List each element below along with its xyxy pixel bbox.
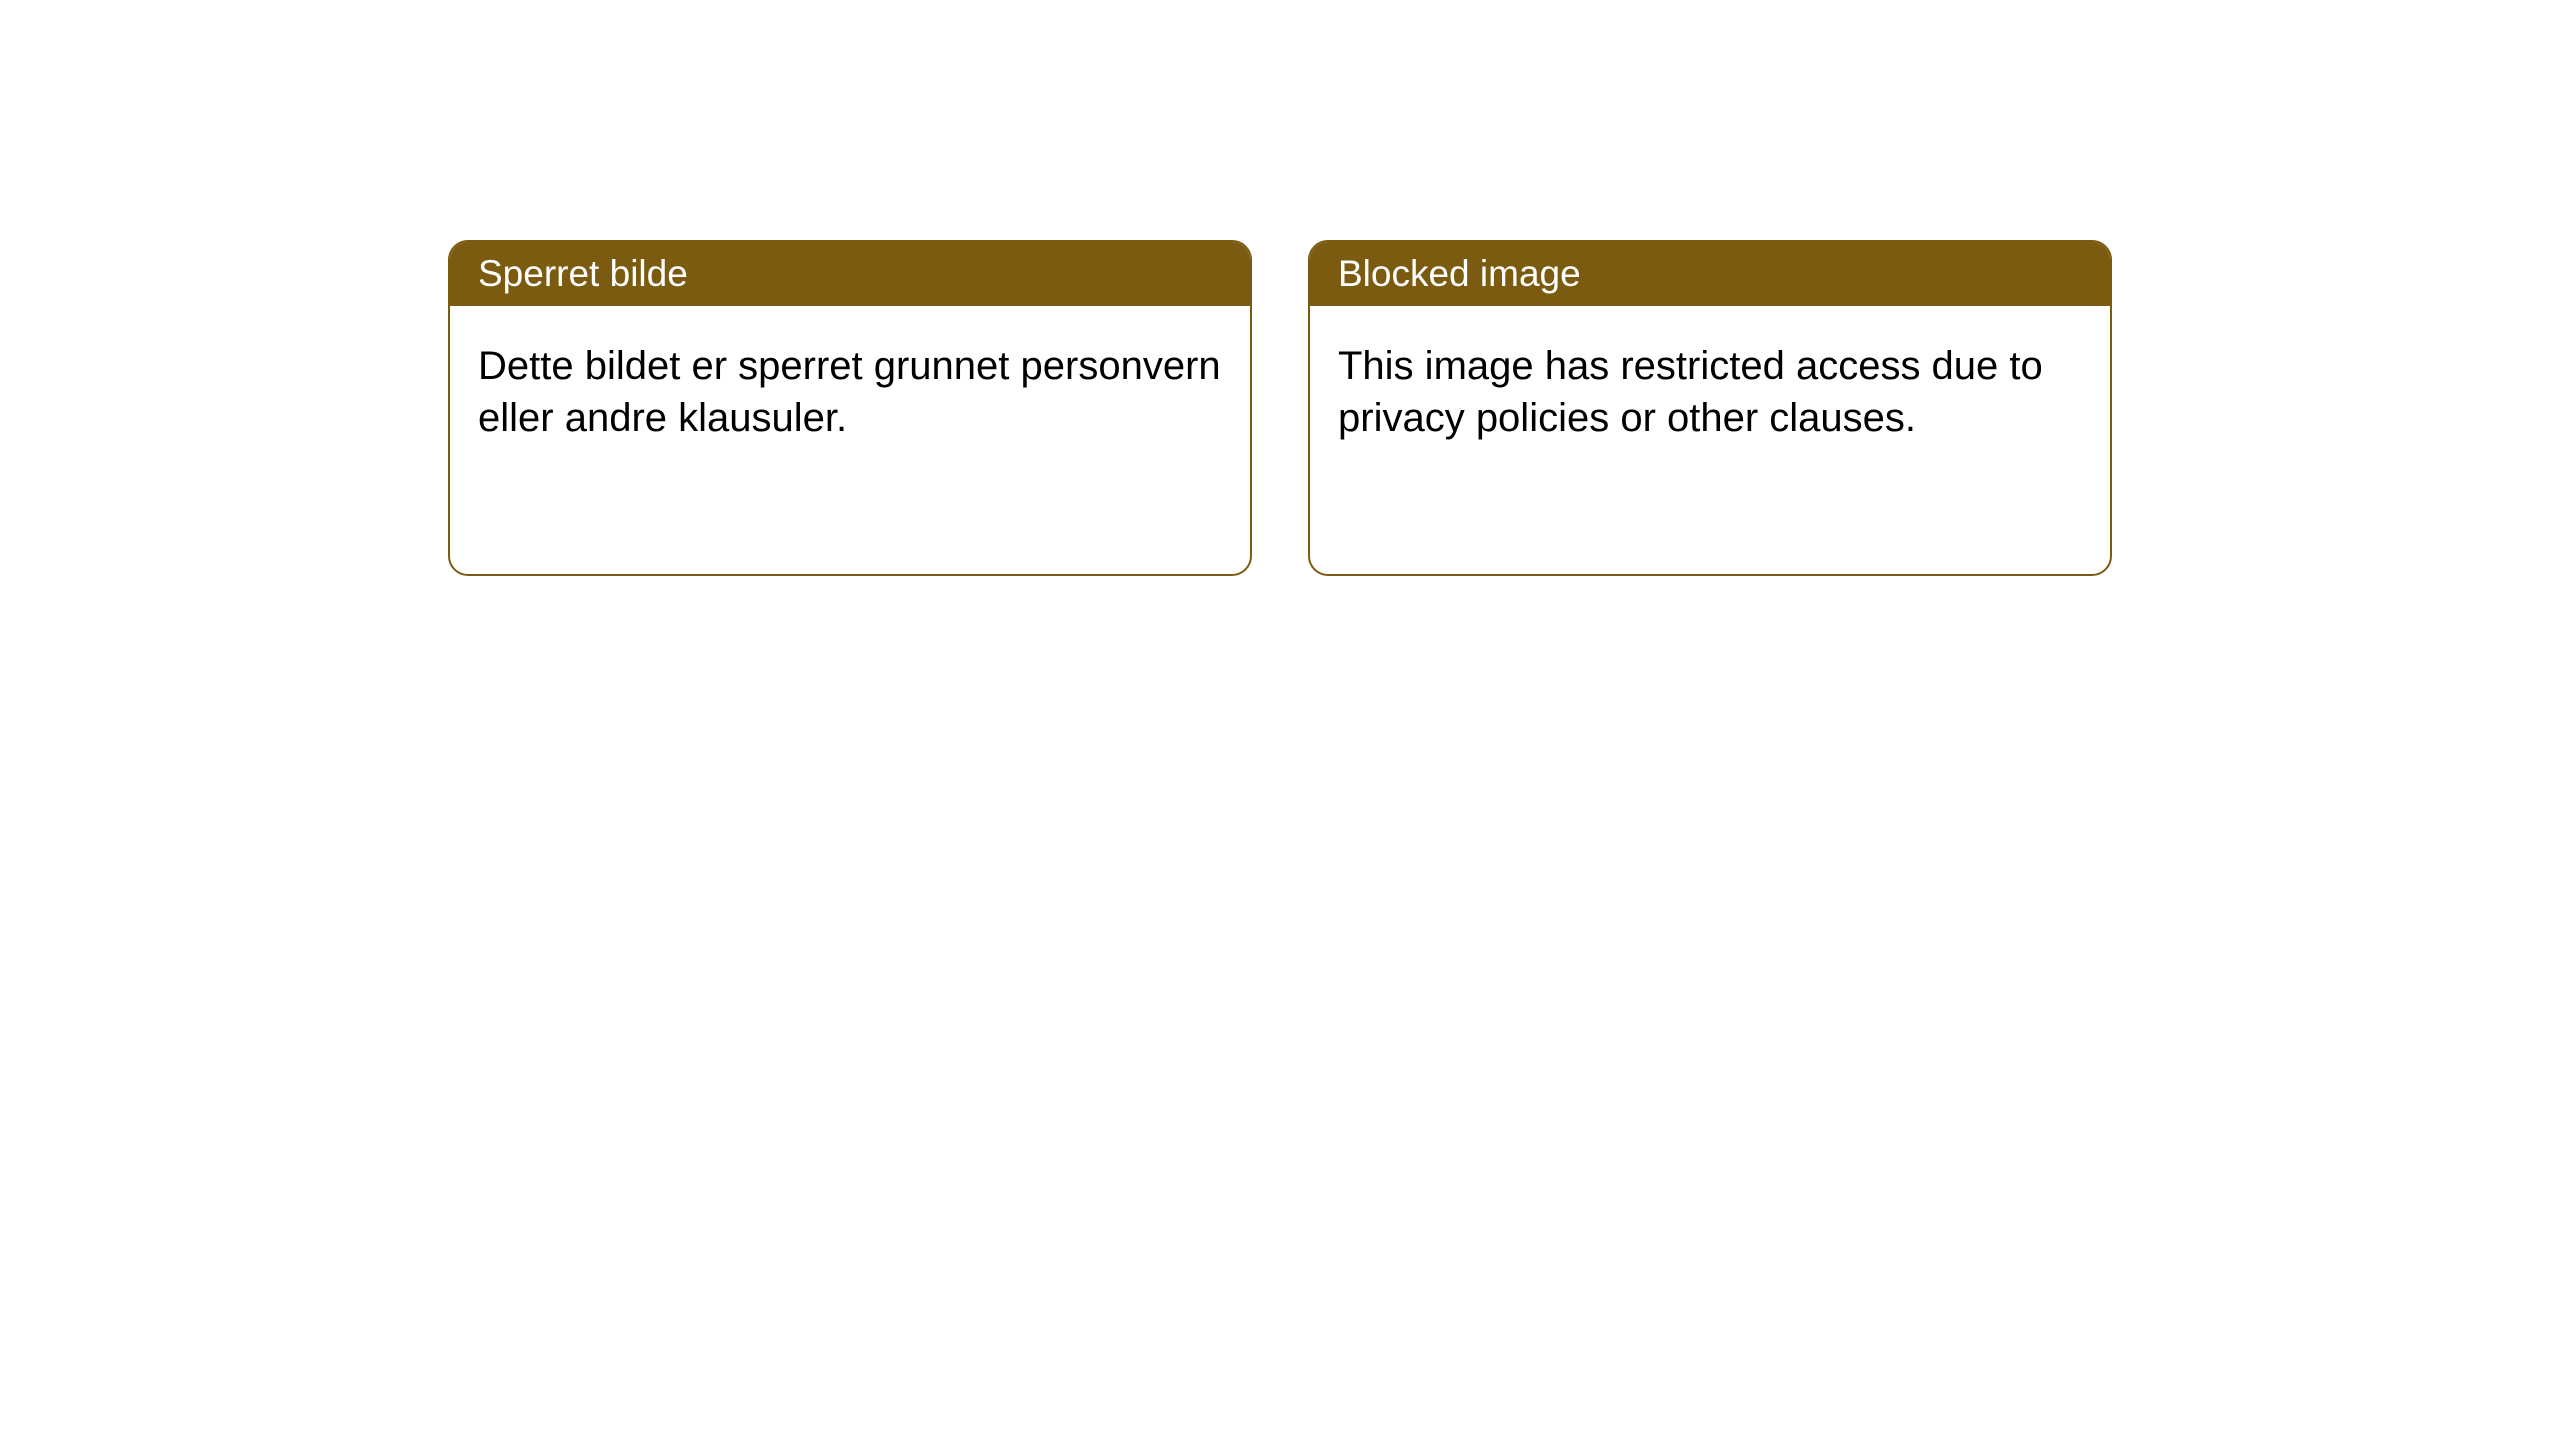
notice-card-body: Dette bildet er sperret grunnet personve… — [450, 306, 1250, 478]
notice-container: Sperret bilde Dette bildet er sperret gr… — [448, 240, 2112, 576]
notice-card-norwegian: Sperret bilde Dette bildet er sperret gr… — [448, 240, 1252, 576]
notice-card-header: Sperret bilde — [450, 242, 1250, 306]
notice-card-body: This image has restricted access due to … — [1310, 306, 2110, 478]
notice-card-header: Blocked image — [1310, 242, 2110, 306]
notice-card-english: Blocked image This image has restricted … — [1308, 240, 2112, 576]
